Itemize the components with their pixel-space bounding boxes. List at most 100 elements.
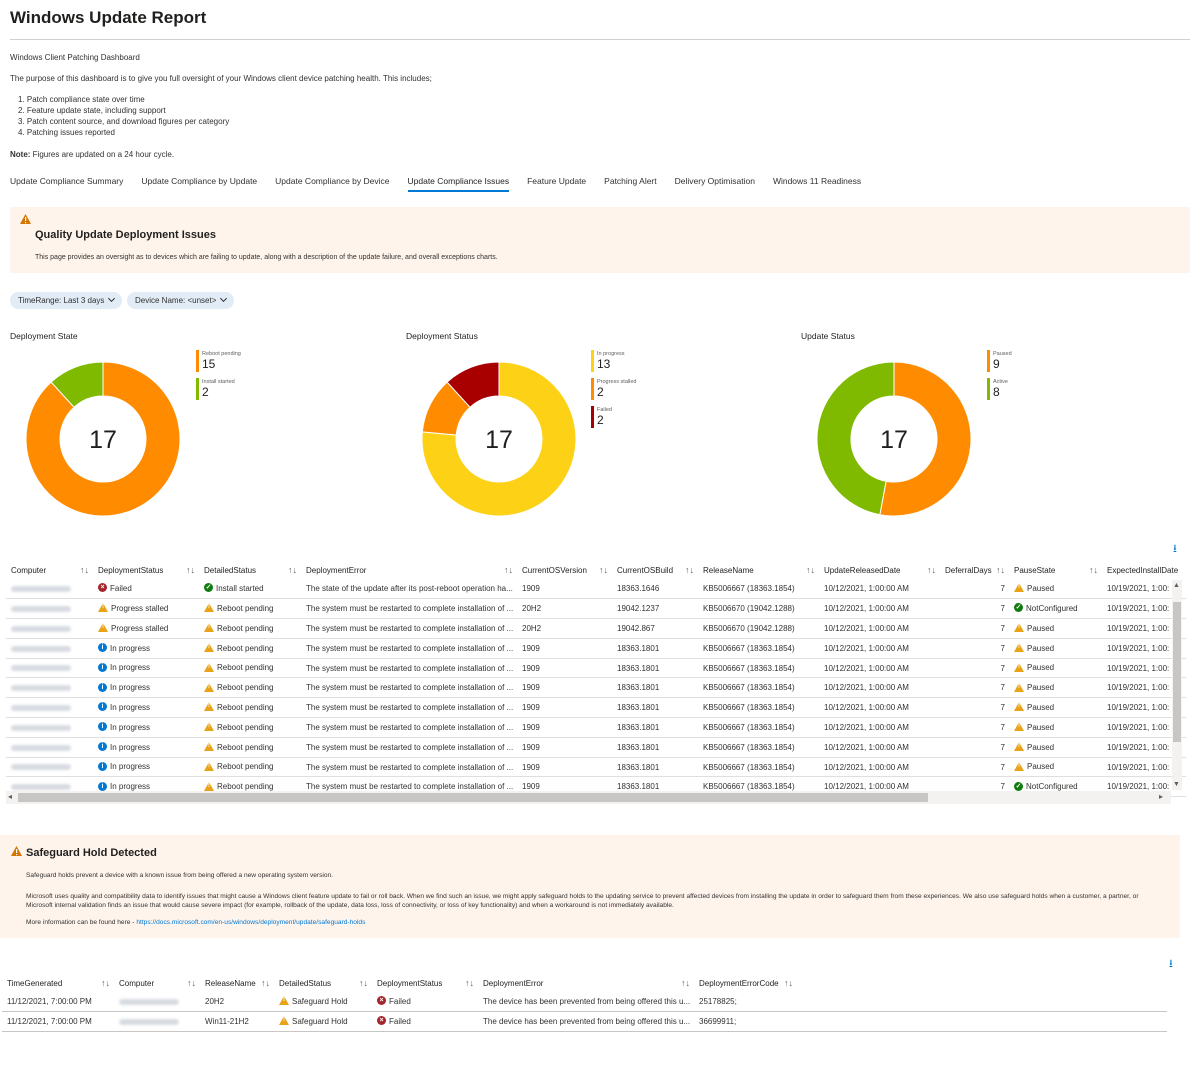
- column-header-computer[interactable]: Computer ↑↓: [6, 562, 93, 579]
- donut-slice-paused[interactable]: [879, 361, 972, 517]
- donut-slice-install-started[interactable]: [50, 361, 104, 408]
- table-row[interactable]: iIn progress Reboot pending The system mus…: [6, 717, 1186, 738]
- pause-state-text: Paused: [1027, 762, 1055, 772]
- tab-update-compliance-by-device[interactable]: Update Compliance by Device: [275, 176, 390, 186]
- warning-icon: [204, 603, 214, 613]
- safeguard-link[interactable]: https://docs.microsoft.com/en-us/windows…: [136, 919, 366, 926]
- detailed-status-text: Reboot pending: [217, 782, 274, 792]
- donut-slice-in-progress[interactable]: [421, 361, 577, 517]
- legend-item-failed[interactable]: Failed 2: [591, 406, 636, 428]
- column-header-current-osbuild[interactable]: CurrentOSBuild ↑↓: [612, 562, 698, 579]
- column-header-deployment-error-code[interactable]: DeploymentErrorCode ↑↓: [694, 975, 1167, 992]
- table-row[interactable]: Progress stalled Reboot pending The system…: [6, 618, 1186, 639]
- column-header-pause-state[interactable]: PauseState ↑↓: [1009, 562, 1102, 579]
- legend-label: Active: [993, 379, 1008, 385]
- column-header-release-name[interactable]: ReleaseName ↑↓: [698, 562, 819, 579]
- download-icon[interactable]: ⭳: [1173, 543, 1177, 555]
- legend-item-in-progress[interactable]: In progress 13: [591, 350, 636, 372]
- table-row[interactable]: iIn progress Reboot pending The system mus…: [6, 658, 1186, 679]
- column-header-current-osversion[interactable]: CurrentOSVersion ↑↓: [517, 562, 612, 579]
- column-header-deferral-days[interactable]: DeferralDays ↑↓: [940, 562, 1009, 579]
- grid-horizontal-scrollbar[interactable]: ◂ ▸: [6, 791, 1171, 804]
- table-row[interactable]: Progress stalled Reboot pending The system…: [6, 598, 1186, 620]
- sort-icon[interactable]: ↑↓: [685, 565, 694, 575]
- warning-icon: [20, 214, 31, 224]
- tab-update-compliance-by-update[interactable]: Update Compliance by Update: [141, 176, 258, 186]
- table-row[interactable]: 11/12/2021, 7:00:00 PM Win11-21H2 Safeguar…: [2, 1011, 1167, 1032]
- sort-icon[interactable]: ↑↓: [359, 978, 368, 988]
- sort-icon[interactable]: ↑↓: [1089, 565, 1098, 575]
- download-icon[interactable]: ⭳: [1169, 958, 1173, 970]
- sort-icon[interactable]: ↑↓: [599, 565, 608, 575]
- tab-delivery-optimisation[interactable]: Delivery Optimisation: [674, 176, 755, 186]
- column-header-label: UpdateReleasedDate: [824, 566, 901, 575]
- table-row[interactable]: iIn progress Reboot pending The system mus…: [6, 757, 1186, 778]
- deployment-error-cell: The system must be restarted to complete…: [301, 757, 517, 778]
- tab-update-compliance-issues[interactable]: Update Compliance Issues: [407, 176, 510, 192]
- column-header-release-name[interactable]: ReleaseName ↑↓: [200, 975, 274, 992]
- table-row[interactable]: iIn progress Reboot pending The system mus…: [6, 677, 1186, 699]
- tab-feature-update[interactable]: Feature Update: [527, 176, 587, 186]
- tab-update-compliance-summary[interactable]: Update Compliance Summary: [10, 176, 124, 186]
- os-build-cell: 18363.1801: [612, 737, 698, 758]
- sort-icon[interactable]: ↑↓: [186, 565, 195, 575]
- sort-icon[interactable]: ↑↓: [504, 565, 513, 575]
- scroll-thumb[interactable]: [1173, 602, 1181, 742]
- donut-slice-failed[interactable]: [446, 361, 500, 408]
- error-icon: ×: [377, 1015, 386, 1025]
- sort-icon[interactable]: ↑↓: [784, 978, 793, 988]
- pause-state-text: NotConfigured: [1026, 782, 1078, 792]
- grid-vertical-scrollbar[interactable]: ▲ ▼: [1172, 580, 1182, 790]
- legend-item-progress-stalled[interactable]: Progress stalled 2: [591, 378, 636, 400]
- column-header-detailed-status[interactable]: DetailedStatus ↑↓: [274, 975, 372, 992]
- sort-icon[interactable]: ↑↓: [261, 978, 270, 988]
- scroll-down-icon[interactable]: ▼: [1173, 781, 1180, 788]
- detailed-status-text: Reboot pending: [217, 683, 274, 693]
- sort-icon[interactable]: ↑↓: [187, 978, 196, 988]
- warning-icon: [98, 623, 108, 633]
- time-range-filter[interactable]: TimeRange: Last 3 days: [10, 292, 123, 309]
- scroll-up-icon[interactable]: ▲: [1173, 582, 1180, 589]
- donut-slice-reboot-pending[interactable]: [25, 361, 181, 517]
- sort-icon[interactable]: ↑↓: [681, 978, 690, 988]
- pause-state-cell: Paused: [1009, 717, 1102, 738]
- column-header-deployment-status[interactable]: DeploymentStatus ↑↓: [93, 562, 199, 579]
- column-header-deployment-error[interactable]: DeploymentError ↑↓: [301, 562, 517, 579]
- table-row[interactable]: × Failed ✓ Install started The state of the …: [6, 579, 1186, 600]
- scroll-thumb[interactable]: [18, 793, 928, 802]
- column-header-label: TimeGenerated: [7, 979, 63, 988]
- detailed-status-cell: Reboot pending: [199, 598, 301, 620]
- legend-item-active[interactable]: Active 8: [987, 378, 1012, 400]
- table-row[interactable]: iIn progress Reboot pending The system mus…: [6, 638, 1186, 659]
- column-header-detailed-status[interactable]: DetailedStatus ↑↓: [199, 562, 301, 579]
- table-row[interactable]: iIn progress Reboot pending The system mus…: [6, 737, 1186, 758]
- column-header-time-generated[interactable]: TimeGenerated ↑↓: [2, 975, 114, 992]
- table-row[interactable]: 11/12/2021, 7:00:00 PM 20H2 Safeguard Hold…: [2, 992, 1167, 1012]
- donut-slice-active[interactable]: [816, 361, 895, 516]
- sort-icon[interactable]: ↑↓: [465, 978, 474, 988]
- sort-icon[interactable]: ↑↓: [101, 978, 110, 988]
- column-header-expected-install-date[interactable]: ExpectedInstallDate: [1102, 562, 1186, 579]
- deployment-error-cell: The system must be restarted to complete…: [301, 677, 517, 699]
- sort-icon[interactable]: ↑↓: [806, 565, 815, 575]
- sort-icon[interactable]: ↑↓: [996, 565, 1005, 575]
- legend-item-reboot-pending[interactable]: Reboot pending 15: [196, 350, 241, 372]
- tab-windows-11-readiness[interactable]: Windows 11 Readiness: [772, 176, 862, 186]
- sort-icon[interactable]: ↑↓: [80, 565, 89, 575]
- sort-icon[interactable]: ↑↓: [288, 565, 297, 575]
- device-name-filter[interactable]: Device Name: <unset>: [127, 292, 235, 309]
- column-header-deployment-status[interactable]: DeploymentStatus ↑↓: [372, 975, 478, 992]
- legend-item-paused[interactable]: Paused 9: [987, 350, 1012, 372]
- pause-state-cell: Paused: [1009, 579, 1102, 600]
- scroll-left-icon[interactable]: ◂: [8, 792, 13, 801]
- column-header-computer[interactable]: Computer ↑↓: [114, 975, 200, 992]
- sort-icon[interactable]: ↑↓: [927, 565, 936, 575]
- pause-state-text: Paused: [1027, 583, 1055, 593]
- tab-patching-alert[interactable]: Patching Alert: [604, 176, 657, 186]
- column-header-deployment-error[interactable]: DeploymentError ↑↓: [478, 975, 694, 992]
- legend-item-install-started[interactable]: Install started 2: [196, 378, 241, 400]
- os-version-cell: 1909: [517, 697, 612, 719]
- scroll-right-icon[interactable]: ▸: [1158, 792, 1163, 801]
- column-header-update-released-date[interactable]: UpdateReleasedDate ↑↓: [819, 562, 940, 579]
- table-row[interactable]: iIn progress Reboot pending The system mus…: [6, 697, 1186, 719]
